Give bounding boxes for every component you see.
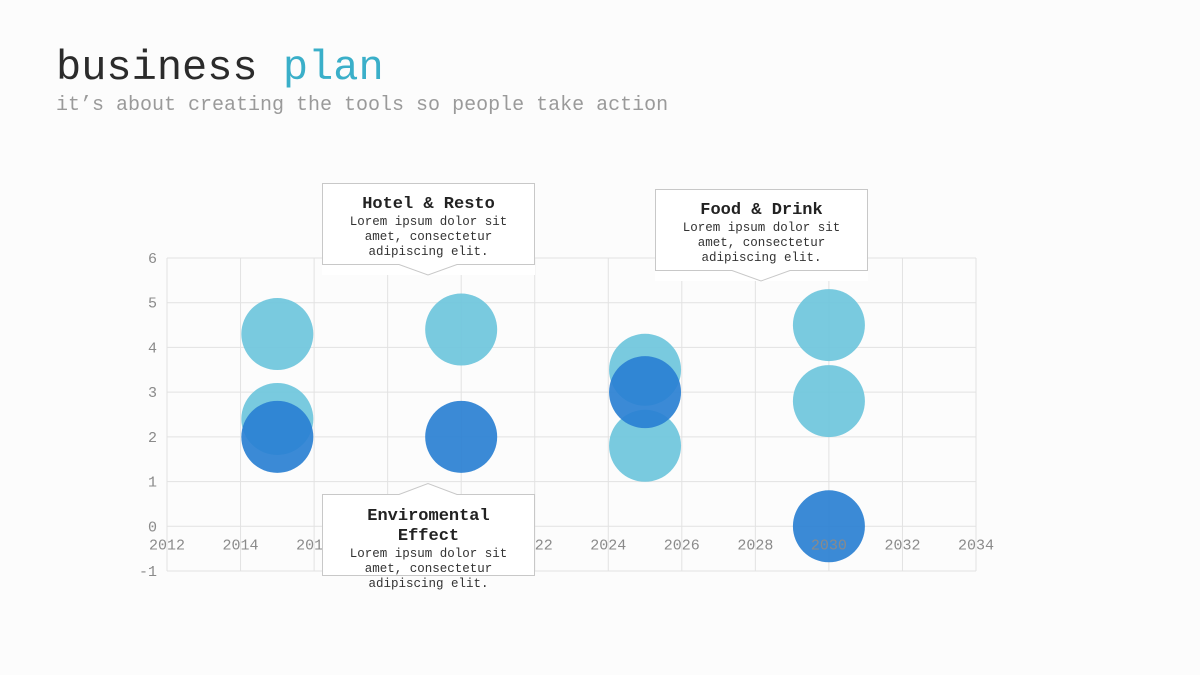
title-main: business [56, 44, 258, 92]
data-point-light [425, 293, 498, 366]
data-point-dark [609, 356, 682, 429]
x-tick-label: 2012 [149, 537, 185, 554]
page-title: business plan [56, 44, 384, 92]
data-point-light [609, 409, 682, 482]
callout-frame [655, 189, 868, 282]
y-tick-label: 5 [148, 296, 157, 313]
x-tick-label: 2014 [223, 537, 259, 554]
x-tick-label: 2030 [811, 537, 847, 554]
callout-frame [322, 183, 535, 276]
callout-frame [322, 482, 535, 576]
y-tick-labels: -1 0 1 2 3 4 5 6 [139, 251, 157, 581]
callout-hotel-resto: Hotel & Resto Lorem ipsum dolor sit amet… [322, 183, 535, 276]
x-tick-label: 2026 [664, 537, 700, 554]
callout-body: Lorem ipsum dolor sit amet, consectetur … [682, 221, 841, 265]
y-tick-label: 2 [148, 430, 157, 447]
callout-title: Enviromental Effect [367, 507, 490, 546]
callout-body: Lorem ipsum dolor sit amet, consectetur … [349, 215, 508, 259]
callout-body: Lorem ipsum dolor sit amet, consectetur … [349, 547, 508, 591]
x-tick-label: 2024 [590, 537, 626, 554]
y-tick-label: 6 [148, 251, 157, 268]
data-point-dark [241, 400, 314, 473]
data-point-light [792, 289, 865, 362]
x-tick-label: 2032 [884, 537, 920, 554]
page-subtitle: it’s about creating the tools so people … [56, 94, 669, 117]
data-point-dark [792, 490, 865, 563]
data-point-light [792, 365, 865, 438]
x-tick-label: 2034 [958, 537, 994, 554]
title-accent: plan [282, 44, 384, 92]
callout-food-drink: Food & Drink Lorem ipsum dolor sit amet,… [655, 189, 868, 282]
y-tick-label: -1 [139, 564, 157, 581]
y-tick-label: 3 [148, 385, 157, 402]
y-tick-label: 0 [148, 519, 157, 536]
data-point-dark [425, 400, 498, 473]
x-tick-labels: 2012201420162018202020222024202620282030… [149, 537, 994, 554]
y-tick-label: 4 [148, 340, 157, 357]
callout-title: Hotel & Resto [362, 195, 495, 214]
callout-title: Food & Drink [700, 201, 823, 220]
data-point-light [241, 298, 314, 371]
y-tick-label: 1 [148, 475, 157, 492]
x-tick-label: 2028 [737, 537, 773, 554]
chart-points [241, 289, 865, 563]
callout-enviromental-effect: Enviromental Effect Lorem ipsum dolor si… [322, 482, 535, 591]
